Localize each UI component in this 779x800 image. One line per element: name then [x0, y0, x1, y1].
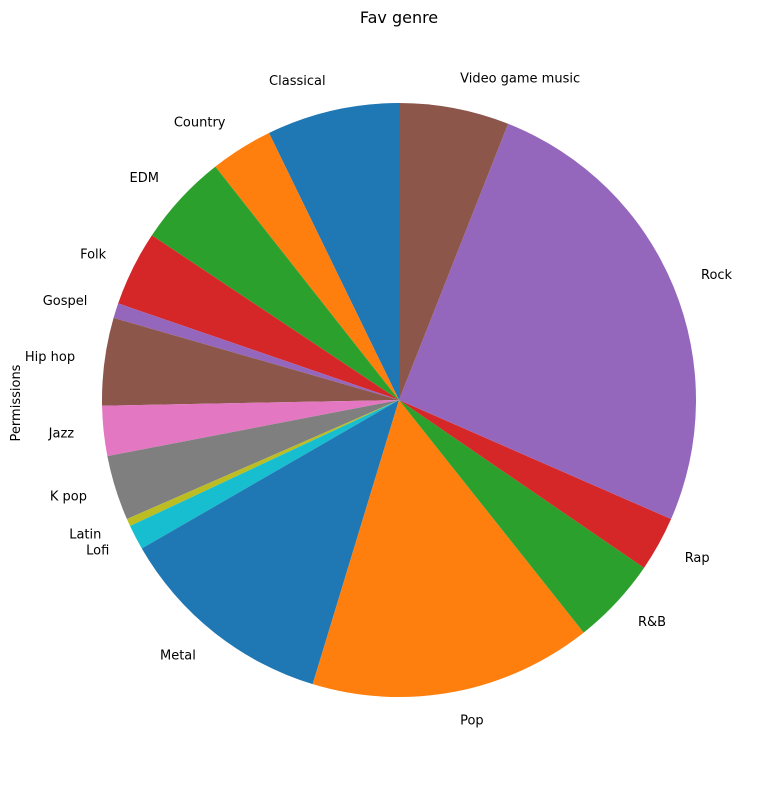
pie-label-classical: Classical	[269, 74, 326, 89]
pie-slice-rap	[399, 400, 672, 568]
pie-slice-k-pop	[107, 400, 400, 520]
pie-labels: Classical Country EDM Folk Gospel Hip hop Jazz…	[25, 72, 733, 729]
pie-slice-edm	[151, 166, 399, 400]
pie-slice-jazz	[102, 400, 400, 457]
pie-slice-rock	[399, 123, 697, 520]
pie-label-jazz: Jazz	[48, 427, 75, 442]
pie-label-hip-hop: Hip hop	[25, 350, 75, 365]
pie-label-rock: Rock	[701, 268, 733, 283]
pie-slice-latin	[126, 400, 399, 526]
pie-label-lofi: Lofi	[86, 544, 109, 559]
pie-label-k-pop: K pop	[50, 490, 87, 505]
pie-slice-hip-hop	[101, 317, 399, 406]
pie-slice-country	[215, 132, 399, 400]
pie-label-r-b: R&B	[638, 615, 666, 630]
pie-label-pop: Pop	[460, 713, 484, 728]
pie-label-folk: Folk	[80, 248, 107, 263]
chart-title: Fav genre	[360, 8, 438, 27]
pie-label-latin: Latin	[69, 527, 101, 542]
pie-label-edm: EDM	[130, 171, 159, 186]
pie-slice-video-game-music	[399, 103, 509, 400]
y-axis-label: Permissions	[9, 364, 24, 441]
pie-slice-pop	[312, 400, 584, 698]
pie-slices	[101, 103, 697, 698]
pie-label-rap: Rap	[685, 551, 710, 566]
pie-slice-gospel	[113, 303, 399, 400]
pie-label-gospel: Gospel	[43, 294, 88, 309]
pie-label-country: Country	[174, 116, 226, 131]
pie-label-metal: Metal	[160, 648, 196, 663]
pie-slice-folk	[118, 235, 400, 400]
pie-slice-classical	[268, 103, 399, 400]
pie-slice-r-b	[399, 400, 645, 633]
pie-slice-lofi	[130, 400, 400, 549]
pie-label-video-game-music: Video game music	[460, 72, 580, 87]
pie-slice-metal	[141, 400, 400, 685]
